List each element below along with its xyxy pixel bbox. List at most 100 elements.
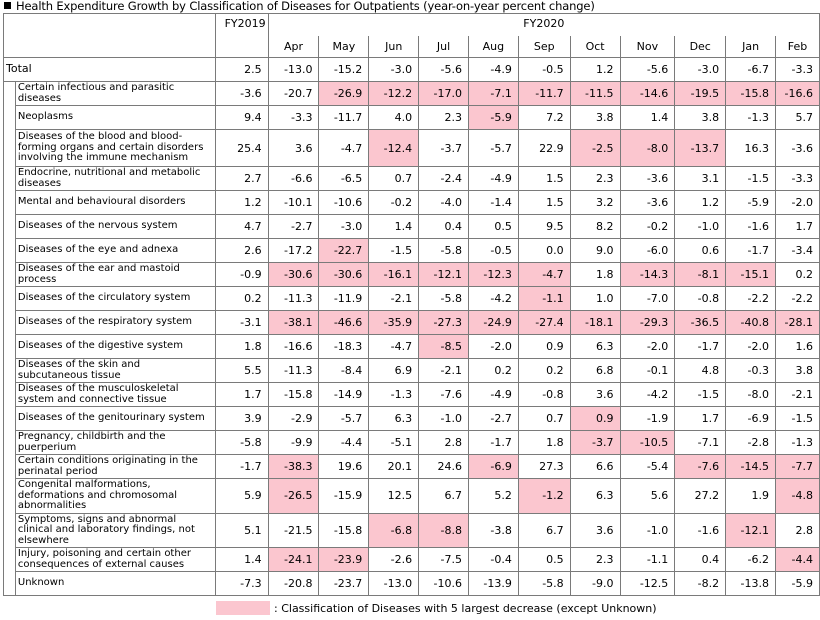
table-row: Diseases of the nervous system 4.7 -2.7 -3.… <box>3 214 820 239</box>
fy2019-value: -0.9 <box>214 262 269 287</box>
table-row: Diseases of the eye and adnexa 2.6 -17.2 -2… <box>3 238 820 263</box>
fy2019-value: -1.7 <box>214 454 269 479</box>
value-cell-jun: -35.9 <box>368 310 420 335</box>
row-label: Diseases of the respiratory system <box>14 310 216 335</box>
value-cell-feb: 1.7 <box>774 214 820 239</box>
value-cell-sep: -1.2 <box>517 478 571 514</box>
table-row: Diseases of the ear and mastoid process -… <box>3 262 820 287</box>
value-cell-dec: -13.7 <box>674 129 727 167</box>
value-cell-sep: -11.7 <box>517 81 571 106</box>
value-cell-aug: -0.5 <box>467 238 519 263</box>
value-cell-aug: -4.9 <box>467 382 519 407</box>
row-label: Mental and behavioural disorders <box>14 190 216 215</box>
row-label: Diseases of the eye and adnexa <box>14 238 216 263</box>
value-cell-feb: -4.8 <box>774 478 820 514</box>
value-cell-dec: -3.0 <box>674 57 727 82</box>
value-cell-jan: -13.8 <box>725 571 776 596</box>
table-row: Total 2.5 -13.0 -15.2 -3.0 -5.6 -4.9 -0.5 1.2 -5.… <box>3 57 820 82</box>
value-cell-sep: 6.7 <box>517 512 571 548</box>
value-cell-jan: -6.7 <box>725 57 776 82</box>
value-cell-oct: 3.6 <box>569 382 621 407</box>
value-cell-sep: 0.2 <box>517 358 571 383</box>
value-cell-oct: -3.7 <box>569 430 621 455</box>
value-cell-apr: -26.5 <box>267 478 320 514</box>
value-cell-feb: -2.1 <box>774 382 820 407</box>
value-cell-nov: -7.0 <box>619 286 676 311</box>
value-cell-jul: 0.4 <box>418 214 469 239</box>
value-cell-feb: -28.1 <box>774 310 820 335</box>
value-cell-nov: -8.0 <box>619 129 676 167</box>
value-cell-may: -18.3 <box>318 334 370 359</box>
indent-cell <box>3 105 16 130</box>
value-cell-jun: -2.1 <box>368 286 420 311</box>
indent-cell <box>3 334 16 359</box>
value-cell-may: -46.6 <box>318 310 370 335</box>
month-header-aug: Aug <box>467 35 519 58</box>
indent-cell <box>3 310 16 335</box>
value-cell-jun: 6.3 <box>368 406 420 431</box>
value-cell-apr: -38.3 <box>267 454 320 479</box>
indent-cell <box>3 547 16 572</box>
row-label: Diseases of the nervous system <box>14 214 216 239</box>
value-cell-jul: -7.6 <box>418 382 469 407</box>
value-cell-jul: -8.8 <box>418 512 469 548</box>
value-cell-apr: -13.0 <box>267 57 320 82</box>
value-cell-jun: -1.5 <box>368 238 420 263</box>
value-cell-dec: -1.5 <box>674 382 727 407</box>
value-cell-apr: -30.6 <box>267 262 320 287</box>
value-cell-may: 19.6 <box>318 454 370 479</box>
value-cell-jul: -7.5 <box>418 547 469 572</box>
value-cell-nov: -3.6 <box>619 190 676 215</box>
month-header-dec: Dec <box>674 35 727 58</box>
value-cell-apr: -11.3 <box>267 286 320 311</box>
row-label: Diseases of the circulatory system <box>14 286 216 311</box>
indent-cell <box>3 571 16 596</box>
value-cell-feb: -3.6 <box>774 129 820 167</box>
value-cell-jan: -8.0 <box>725 382 776 407</box>
value-cell-may: -11.9 <box>318 286 370 311</box>
value-cell-nov: -0.1 <box>619 358 676 383</box>
header-fy2019: FY2019 <box>214 13 269 58</box>
value-cell-sep: -1.1 <box>517 286 571 311</box>
value-cell-nov: -29.3 <box>619 310 676 335</box>
value-cell-sep: 0.9 <box>517 334 571 359</box>
value-cell-aug: -0.4 <box>467 547 519 572</box>
value-cell-aug: 0.5 <box>467 214 519 239</box>
value-cell-jun: -6.8 <box>368 512 420 548</box>
row-label: Symptoms, signs and abnormal clinical an… <box>14 512 216 548</box>
value-cell-sep: -27.4 <box>517 310 571 335</box>
value-cell-jul: -5.8 <box>418 286 469 311</box>
row-label: Diseases of the skin and subcutaneous ti… <box>14 358 216 383</box>
value-cell-dec: 0.6 <box>674 238 727 263</box>
value-cell-may: -3.0 <box>318 214 370 239</box>
value-cell-jul: -2.4 <box>418 166 469 191</box>
value-cell-jan: -12.1 <box>725 512 776 548</box>
value-cell-jan: -1.6 <box>725 214 776 239</box>
row-label: Diseases of the digestive system <box>14 334 216 359</box>
value-cell-may: -10.6 <box>318 190 370 215</box>
value-cell-oct: 0.9 <box>569 406 621 431</box>
value-cell-oct: 1.2 <box>569 57 621 82</box>
row-label: Diseases of the genitourinary system <box>14 406 216 431</box>
row-label: Certain conditions originating in the pe… <box>14 454 216 479</box>
value-cell-jan: -2.2 <box>725 286 776 311</box>
value-cell-feb: -1.3 <box>774 430 820 455</box>
value-cell-jan: 16.3 <box>725 129 776 167</box>
value-cell-jun: -0.2 <box>368 190 420 215</box>
value-cell-dec: -1.6 <box>674 512 727 548</box>
table-row: Diseases of the skin and subcutaneous ti… <box>3 358 820 383</box>
value-cell-nov: -4.2 <box>619 382 676 407</box>
value-cell-apr: -17.2 <box>267 238 320 263</box>
value-cell-dec: -7.1 <box>674 430 727 455</box>
indent-cell <box>3 214 16 239</box>
value-cell-feb: -3.3 <box>774 166 820 191</box>
indent-cell <box>3 129 16 167</box>
value-cell-dec: -19.5 <box>674 81 727 106</box>
value-cell-jun: 6.9 <box>368 358 420 383</box>
value-cell-jan: -2.8 <box>725 430 776 455</box>
indent-cell <box>3 238 16 263</box>
value-cell-feb: -1.5 <box>774 406 820 431</box>
value-cell-oct: 2.3 <box>569 547 621 572</box>
table-row: Diseases of the digestive system 1.8 -16.6… <box>3 334 820 359</box>
value-cell-apr: -16.6 <box>267 334 320 359</box>
